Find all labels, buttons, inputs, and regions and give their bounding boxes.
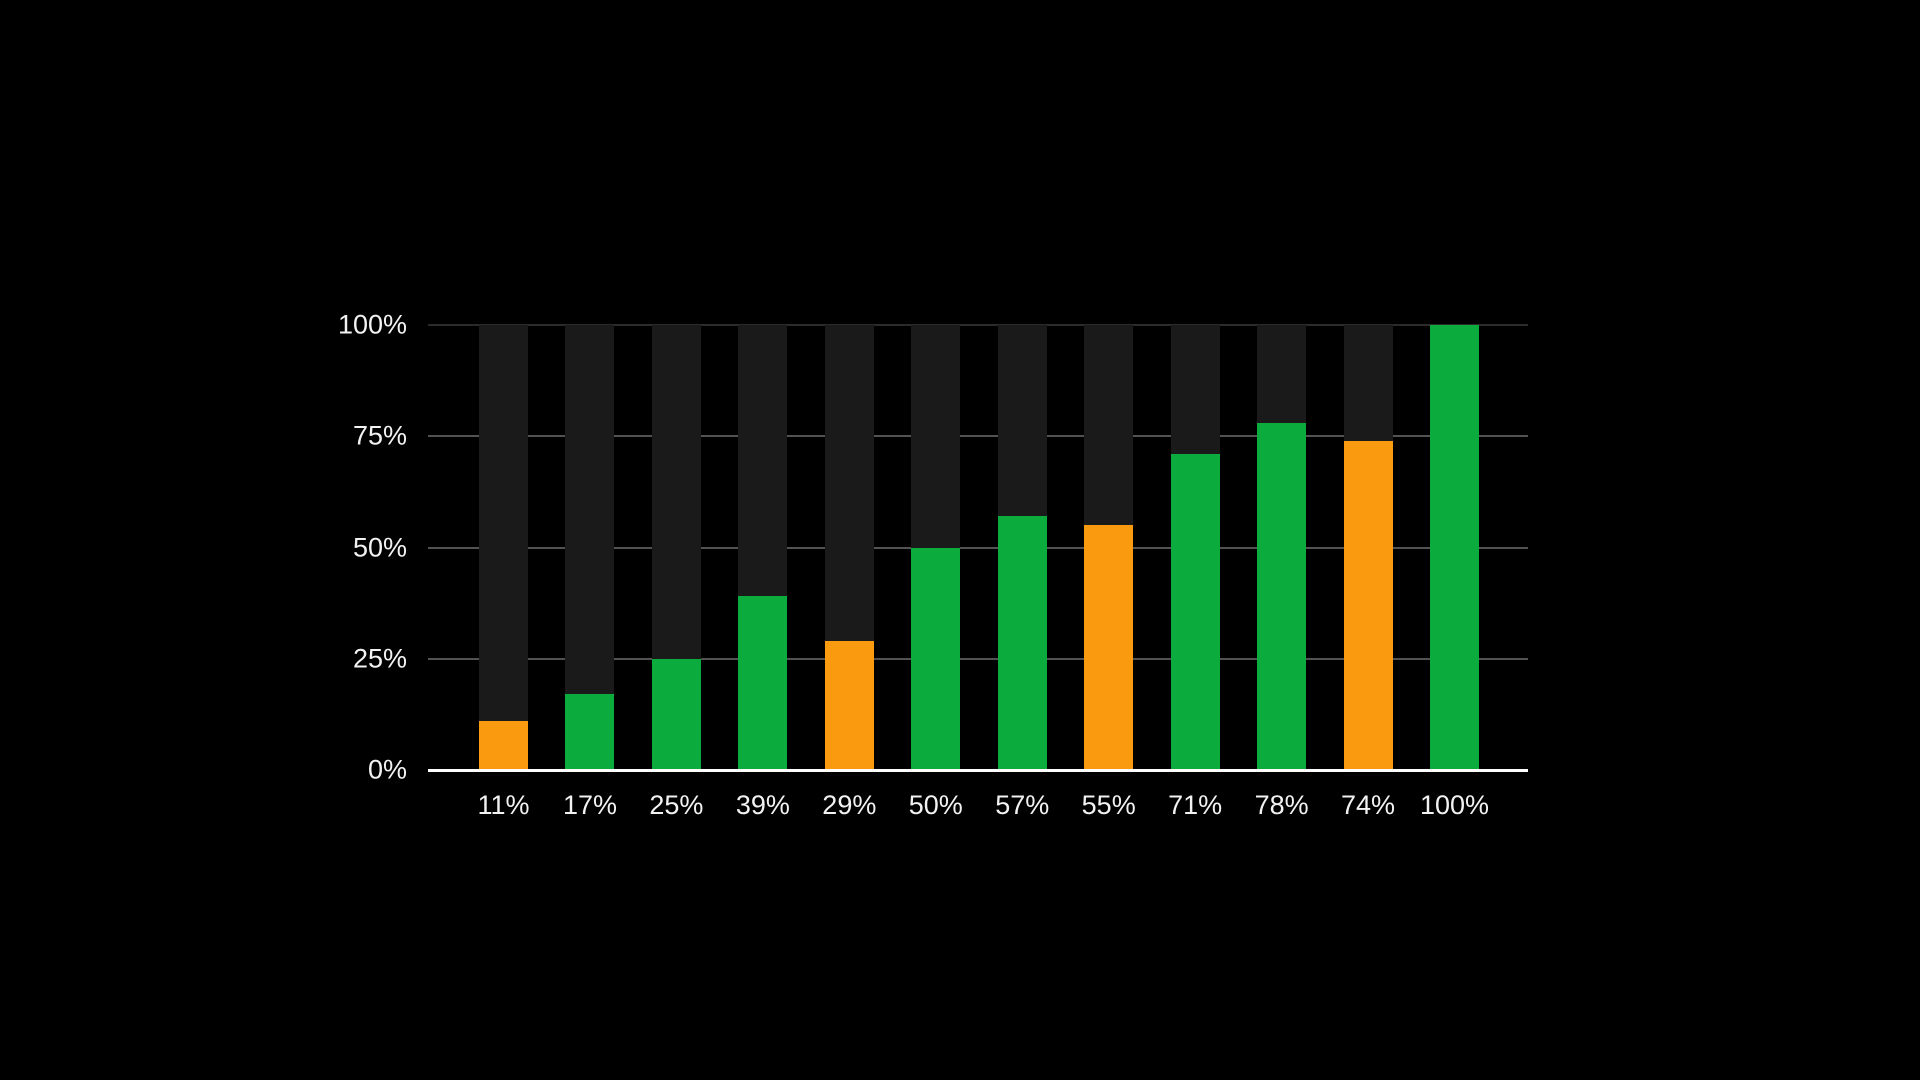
bar-chart-plot-area: 0% 25% 50% 75% 100% 11% 17% 25% 39% 29% 50% 57% 55%…: [338, 311, 1528, 819]
x-tick-10: 78%: [1254, 790, 1309, 820]
x-tick-label: 29%: [822, 790, 877, 820]
bar-column-3: [651, 325, 701, 770]
bar-fill-71%: [1170, 454, 1220, 770]
bar-fill-74%: [1343, 440, 1393, 770]
bar-column-1: [479, 325, 528, 770]
x-tick-label: 11%: [477, 790, 530, 820]
x-tick-3: 25%: [649, 790, 704, 820]
gridline-50: [428, 546, 1528, 549]
bar-column-4: [738, 325, 788, 770]
bar-fill-39%: [738, 596, 788, 770]
bars-group: [479, 325, 1479, 770]
x-tick-label: 71%: [1168, 790, 1223, 820]
y-axis: 0% 25% 50% 75% 100%: [247, 311, 407, 783]
x-tick-1: 11%: [477, 790, 530, 820]
gridline-75: [428, 435, 1528, 438]
y-tick-label-100: 100%: [337, 309, 407, 340]
x-tick-11: 74%: [1341, 790, 1396, 820]
bar-column-2: [565, 325, 615, 770]
x-tick-7: 57%: [995, 790, 1050, 820]
x-tick-label: 74%: [1341, 790, 1396, 820]
bar-column-9: [1170, 325, 1220, 770]
x-tick-6: 50%: [908, 790, 963, 820]
y-tick-label-50: 50%: [352, 532, 407, 562]
x-tick-label: 17%: [562, 790, 617, 820]
x-tick-label: 25%: [649, 790, 704, 820]
bar-column-8: [1084, 325, 1134, 770]
bar-fill-55%: [1084, 525, 1134, 770]
x-tick-label: 78%: [1254, 790, 1309, 820]
x-tick-12: 100%: [1420, 792, 1489, 819]
bar-fill-50%: [911, 547, 961, 770]
bar-column-7: [997, 325, 1047, 770]
x-axis-baseline: [428, 769, 1528, 772]
bar-column-10: [1257, 325, 1307, 770]
bar-column-5: [824, 325, 874, 770]
bar-fill-78%: [1257, 422, 1307, 770]
x-tick-8: 55%: [1081, 790, 1136, 820]
x-tick-label: 57%: [995, 790, 1050, 820]
x-tick-5: 29%: [822, 790, 877, 820]
y-tick-label-0: 0%: [367, 754, 407, 785]
bar-fill-29%: [824, 640, 874, 770]
bar-fill-57%: [997, 516, 1047, 770]
x-tick-label: 100%: [1419, 790, 1490, 820]
x-axis: 11% 17% 25% 39% 29% 50% 57% 55% 71% 78% 74% 100%: [477, 790, 1489, 820]
bar-fill-100%: [1429, 325, 1479, 770]
x-tick-4: 39%: [735, 790, 790, 820]
x-tick-label: 50%: [908, 790, 963, 820]
bar-fill-11%: [479, 721, 528, 770]
bar-fill-17%: [565, 694, 615, 770]
bar-fill-25%: [651, 658, 701, 770]
y-tick-label-75: 75%: [352, 420, 407, 451]
gridline-25: [428, 657, 1528, 660]
bar-column-12: [1429, 325, 1479, 770]
x-tick-2: 17%: [562, 790, 617, 820]
x-tick-label: 39%: [735, 790, 790, 820]
x-tick-label: 55%: [1081, 790, 1136, 820]
bar-column-11: [1343, 325, 1393, 770]
x-tick-9: 71%: [1168, 790, 1223, 820]
y-tick-label-25: 25%: [352, 643, 407, 674]
gridline-100: [428, 324, 1528, 326]
bar-column-6: [911, 325, 961, 770]
bar-track: [479, 325, 528, 770]
